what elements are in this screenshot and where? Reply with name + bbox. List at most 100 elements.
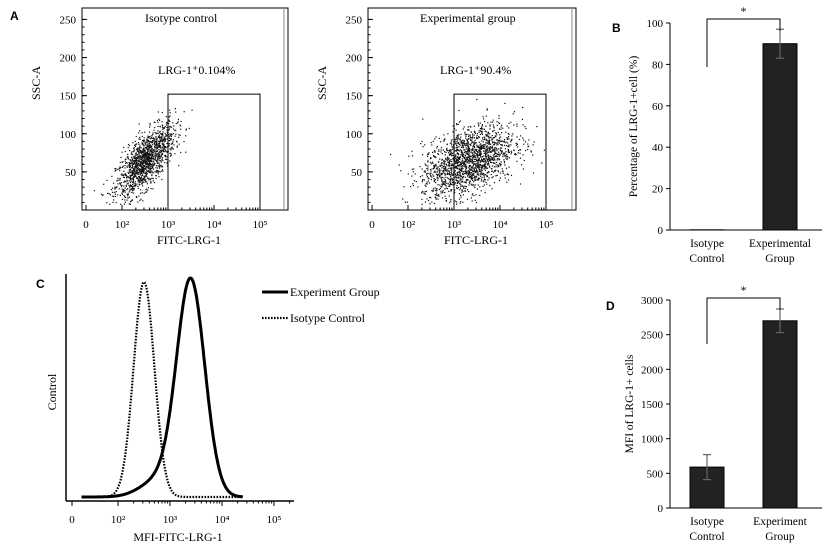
scatter-point [481, 156, 483, 158]
scatter-point [134, 183, 136, 185]
scatter-point [462, 175, 465, 177]
scatter-point [145, 188, 147, 191]
scatter-point [432, 161, 434, 163]
scatter-point [453, 163, 455, 165]
scatter-point [171, 148, 173, 150]
scatter-point [145, 166, 147, 168]
scatter-point [421, 179, 424, 181]
scatter-point [152, 177, 154, 180]
scatter-point [128, 165, 130, 167]
scatter-point [157, 162, 159, 164]
scatter-point [483, 172, 485, 175]
scatter-point [462, 143, 464, 145]
scatter-point [464, 165, 466, 167]
scatter-point [525, 150, 527, 152]
scatter-point [151, 141, 153, 143]
scatter-point [146, 151, 148, 153]
scatter-point [464, 143, 466, 145]
scatter-point [162, 170, 164, 172]
scatter-point [498, 153, 500, 156]
scatter-point [480, 147, 482, 149]
scatter-point [135, 152, 137, 154]
scatter-point [139, 170, 141, 172]
scatter-point [426, 198, 428, 200]
scatter-point [500, 128, 502, 130]
scatter-point [484, 130, 486, 132]
scatter-point [460, 183, 462, 186]
scatter-point [175, 111, 177, 113]
scatter-point [118, 168, 120, 170]
scatter-point [471, 138, 473, 140]
scatter-point [154, 158, 156, 160]
scatter-point [491, 168, 493, 170]
scatter-point [133, 188, 135, 191]
scatter-point [125, 162, 127, 164]
scatter-point [129, 159, 131, 161]
plot-frame [81, 7, 289, 211]
scatter-point [153, 143, 155, 145]
scatter-point [168, 144, 170, 146]
scatter-point [454, 177, 456, 179]
scatter-point [483, 158, 485, 160]
scatter-point [448, 185, 450, 188]
scatter-point [462, 145, 464, 147]
scatter-point [456, 185, 458, 187]
scatter-point [499, 139, 501, 141]
scatter-point [444, 138, 446, 140]
scatter-point [461, 160, 463, 162]
scatter-point [490, 150, 492, 152]
scatter-point [411, 168, 413, 170]
scatter-point [461, 189, 463, 191]
scatter-point [462, 161, 464, 163]
scatter-point [111, 175, 113, 177]
scatter-point [463, 142, 465, 144]
scatter-point [139, 130, 141, 132]
scatter-point [138, 164, 140, 166]
scatter-point [475, 176, 477, 178]
scatter-point [423, 192, 425, 194]
scatter-point [470, 131, 472, 133]
scatter-point [132, 179, 135, 181]
scatter-point [493, 144, 495, 146]
scatter-point [484, 164, 486, 166]
scatter-point [143, 172, 145, 174]
scatter-point [127, 195, 129, 197]
scatter-point [154, 155, 156, 157]
scatter-point [457, 180, 459, 182]
scatter-point [140, 169, 142, 171]
scatter-point [473, 137, 475, 139]
scatter-point [123, 185, 125, 187]
scatter-point [145, 144, 147, 146]
scatter-point [487, 158, 489, 160]
scatter-point [131, 178, 133, 180]
scatter-point [436, 190, 438, 192]
scatter-point [140, 164, 142, 166]
scatter-point [167, 127, 169, 129]
scatter-point [134, 157, 136, 159]
scatter-point [126, 166, 128, 168]
scatter-point [160, 149, 162, 151]
scatter-point [480, 173, 482, 175]
scatter-point [441, 183, 443, 185]
scatter-point [143, 170, 145, 172]
scatter-point [126, 177, 128, 179]
scatter-point [425, 185, 427, 187]
scatter-point [424, 201, 427, 203]
scatter-point [451, 170, 453, 172]
scatter-point [491, 148, 493, 150]
scatter-point [427, 180, 429, 182]
scatter-point [451, 139, 453, 141]
scatter-point [459, 172, 461, 174]
scatter-point [169, 109, 171, 111]
scatter-point [457, 149, 459, 151]
category-label: Isotype [690, 238, 724, 250]
scatter-point [464, 161, 466, 163]
scatter-point [498, 158, 500, 160]
scatter-point [149, 124, 151, 126]
scatter-point [481, 133, 483, 136]
scatter-point [145, 173, 147, 175]
scatter-point [174, 130, 176, 132]
scatter-point [114, 191, 116, 193]
scatter-point [458, 193, 461, 195]
scatter-point [451, 189, 453, 191]
